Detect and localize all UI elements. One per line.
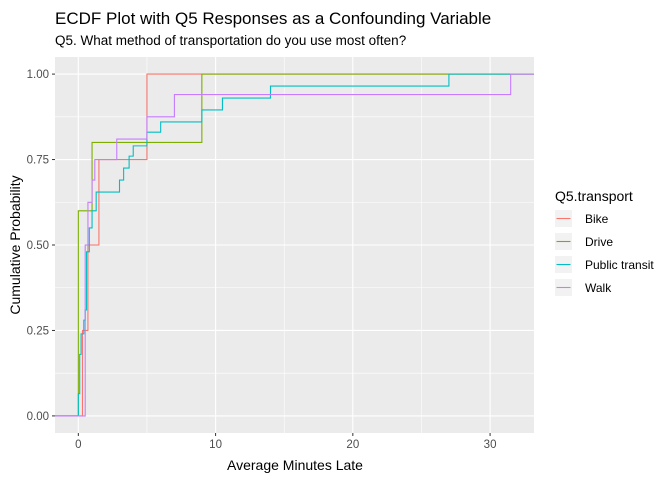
legend-label-public-transit: Public transit — [585, 258, 654, 272]
x-axis-title: Average Minutes Late — [227, 457, 363, 473]
x-tick-label: 0 — [75, 439, 81, 451]
y-tick-label: 0.75 — [27, 155, 49, 167]
series-line-walk — [55, 73, 534, 417]
y-tick-label: 0.25 — [27, 325, 49, 337]
y-axis-title: Cumulative Probability — [7, 175, 23, 314]
tick-labels: 0.00 0.25 0.50 0.75 1.00 0 10 20 30 — [27, 69, 497, 451]
x-tick-label: 10 — [209, 439, 222, 451]
series-line-drive — [55, 73, 534, 417]
axis-ticks — [52, 73, 491, 436]
legend-label-bike: Bike — [585, 212, 609, 226]
series-line-public-transit — [55, 73, 534, 417]
y-tick-label: 1.00 — [27, 69, 49, 81]
x-tick-label: 20 — [346, 439, 359, 451]
legend-label-walk: Walk — [585, 281, 612, 295]
series-layer — [55, 73, 534, 417]
major-grid — [55, 57, 534, 433]
legend: Q5.transport Bike Drive Public transit Walk — [555, 188, 654, 296]
legend-title: Q5.transport — [555, 188, 633, 204]
chart-title: ECDF Plot with Q5 Responses as a Confoun… — [55, 9, 491, 28]
chart-subtitle: Q5. What method of transportation do you… — [55, 33, 406, 48]
legend-label-drive: Drive — [585, 235, 613, 249]
y-tick-label: 0.50 — [27, 240, 49, 252]
y-tick-label: 0.00 — [27, 411, 49, 423]
x-tick-label: 30 — [484, 439, 497, 451]
